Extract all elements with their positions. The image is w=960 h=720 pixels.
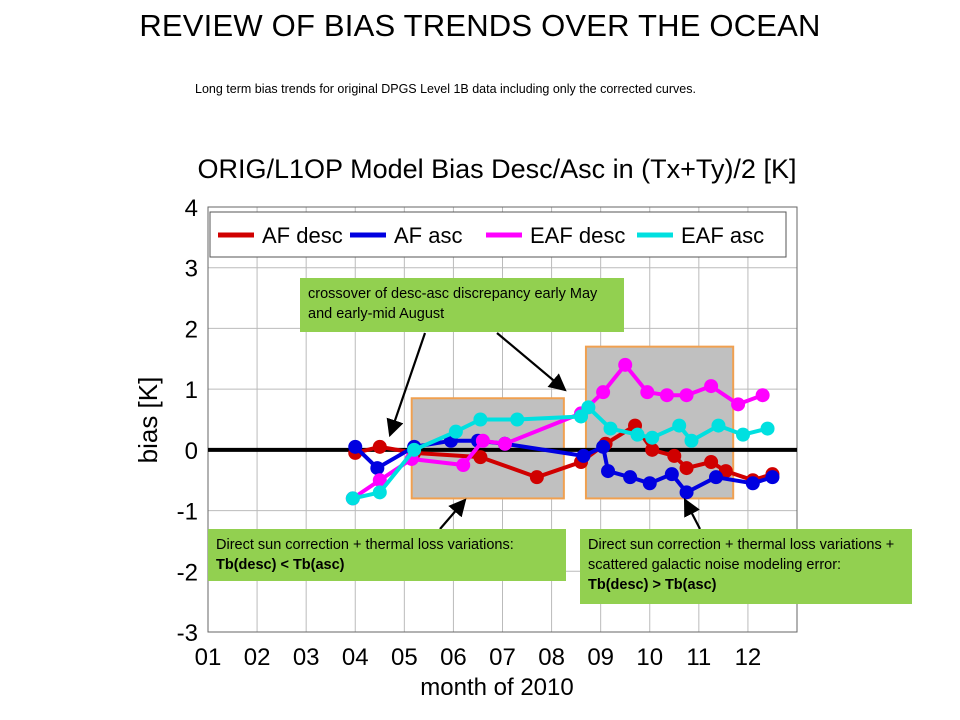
legend: AF desc AF asc EAF desc EAF asc bbox=[209, 211, 787, 258]
x-tick-label: 01 bbox=[195, 644, 222, 671]
data-point bbox=[645, 442, 660, 457]
data-point bbox=[345, 491, 360, 506]
data-point bbox=[601, 464, 616, 479]
callout-right-emphasis: Tb(desc) > Tb(asc) bbox=[588, 577, 717, 593]
data-point bbox=[603, 421, 618, 436]
data-point bbox=[372, 473, 387, 488]
legend-label: EAF asc bbox=[681, 223, 764, 248]
data-point bbox=[473, 412, 488, 427]
y-tick-label: 2 bbox=[185, 316, 198, 343]
data-point bbox=[596, 385, 611, 400]
callout-right-text: Direct sun correction + thermal loss var… bbox=[588, 537, 895, 573]
data-point bbox=[731, 397, 746, 412]
y-axis-label: bias [K] bbox=[133, 377, 163, 464]
x-tick-label: 08 bbox=[538, 644, 565, 671]
data-point bbox=[456, 458, 471, 473]
y-tick-label: 1 bbox=[185, 377, 198, 404]
data-point bbox=[679, 388, 694, 403]
arrow-to-may bbox=[386, 332, 427, 438]
x-tick-label: 09 bbox=[587, 644, 614, 671]
data-point bbox=[510, 412, 525, 427]
slide-subtitle: Long term bias trends for original DPGS … bbox=[195, 82, 696, 96]
data-point bbox=[667, 448, 682, 463]
y-tick-label: 0 bbox=[185, 438, 198, 465]
series-eaf-asc bbox=[345, 400, 775, 506]
legend-label: EAF desc bbox=[530, 223, 625, 248]
x-tick-label: 06 bbox=[440, 644, 467, 671]
data-point bbox=[765, 470, 780, 485]
data-point bbox=[709, 470, 724, 485]
y-tick-label: 4 bbox=[185, 195, 198, 222]
legend-label: AF desc bbox=[262, 223, 343, 248]
callout-desc-less-asc: Direct sun correction + thermal loss var… bbox=[208, 529, 566, 581]
chart-title: ORIG/L1OP Model Bias Desc/Asc in (Tx+Ty)… bbox=[198, 154, 797, 184]
callout-left-emphasis: Tb(desc) < Tb(asc) bbox=[216, 557, 345, 573]
data-point bbox=[473, 450, 488, 465]
data-point bbox=[745, 476, 760, 491]
legend-label: AF asc bbox=[394, 223, 462, 248]
slide-title: REVIEW OF BIAS TRENDS OVER THE OCEAN bbox=[139, 8, 821, 43]
data-point bbox=[704, 455, 719, 469]
data-point bbox=[370, 461, 385, 476]
x-tick-label: 11 bbox=[686, 644, 711, 671]
data-point bbox=[618, 357, 633, 372]
annotation-arrows bbox=[386, 332, 701, 530]
y-tick-label: -1 bbox=[177, 499, 198, 526]
data-point bbox=[664, 467, 679, 482]
callout-left-text: Direct sun correction + thermal loss var… bbox=[216, 537, 514, 553]
x-tick-label: 12 bbox=[735, 644, 762, 671]
arrow-to-august bbox=[496, 332, 567, 392]
x-tick-label: 07 bbox=[489, 644, 516, 671]
data-point bbox=[755, 388, 770, 403]
callout-desc-greater-asc: Direct sun correction + thermal loss var… bbox=[580, 529, 912, 604]
arrow-to-right-box bbox=[683, 498, 701, 530]
arrow-to-left-box bbox=[439, 498, 467, 530]
y-tick-label: 3 bbox=[185, 256, 198, 283]
data-point bbox=[679, 461, 694, 476]
data-point bbox=[372, 439, 387, 454]
callout-crossover-text: crossover of desc-asc discrepancy early … bbox=[308, 286, 598, 322]
data-point bbox=[372, 485, 387, 500]
data-point bbox=[736, 427, 751, 442]
data-point bbox=[576, 448, 591, 463]
plot-frame bbox=[207, 206, 798, 633]
data-point bbox=[679, 485, 694, 500]
data-point bbox=[581, 400, 596, 415]
data-point bbox=[630, 427, 645, 442]
x-axis-label: month of 2010 bbox=[420, 674, 573, 701]
data-point bbox=[760, 421, 775, 436]
data-point bbox=[704, 379, 719, 394]
data-point bbox=[348, 439, 363, 454]
data-point bbox=[529, 470, 544, 485]
x-tick-label: 10 bbox=[636, 644, 663, 671]
y-tick-label: -2 bbox=[177, 559, 198, 586]
y-tick-label: -3 bbox=[177, 620, 198, 647]
x-tick-label: 03 bbox=[293, 644, 320, 671]
data-point bbox=[642, 476, 657, 491]
data-point bbox=[711, 418, 726, 433]
data-point bbox=[684, 433, 699, 448]
data-point bbox=[596, 439, 611, 454]
data-point bbox=[475, 433, 490, 448]
data-point bbox=[659, 388, 674, 403]
series-lines bbox=[345, 357, 780, 506]
x-tick-label: 04 bbox=[342, 644, 369, 671]
data-point bbox=[407, 442, 422, 457]
series-line bbox=[352, 405, 769, 501]
callout-crossover: crossover of desc-asc discrepancy early … bbox=[300, 278, 624, 332]
x-tick-label: 02 bbox=[244, 644, 271, 671]
data-point bbox=[645, 430, 660, 445]
data-point bbox=[640, 385, 655, 400]
data-point bbox=[448, 424, 463, 439]
data-point bbox=[623, 470, 638, 485]
x-tick-label: 05 bbox=[391, 644, 418, 671]
data-point bbox=[672, 418, 687, 433]
data-point bbox=[497, 436, 512, 451]
